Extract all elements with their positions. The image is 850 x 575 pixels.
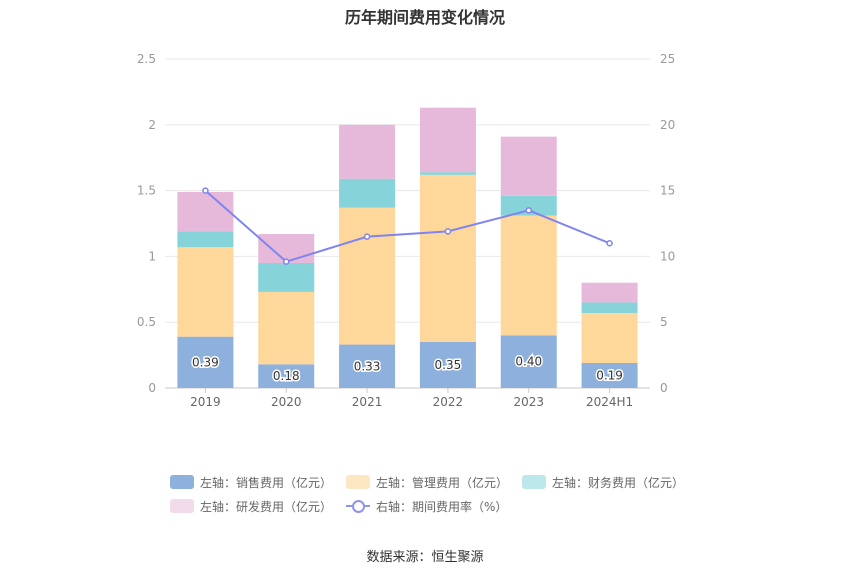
bar-segment bbox=[258, 291, 315, 365]
bar-value-labels: 0.39 0.18 0.33 0.35 0.40 0.19 bbox=[191, 353, 625, 384]
legend-row-1: 左轴：销售费用（亿元） 左轴：管理费用（亿元） 左轴：财务费用（亿元） bbox=[170, 470, 690, 494]
legend-swatch-admin bbox=[346, 475, 371, 489]
bar-segment bbox=[177, 336, 234, 388]
bar-segment bbox=[339, 207, 396, 345]
legend-item-rd[interactable]: 左轴：研发费用（亿元） bbox=[170, 498, 332, 515]
right-axis-tick-label: 20 bbox=[660, 118, 675, 132]
right-axis-ticks: 0 5 10 15 20 25 bbox=[660, 52, 675, 395]
left-axis-tick-label: 1.5 bbox=[137, 184, 156, 198]
bar-segment bbox=[177, 191, 234, 232]
bar-value-label: 0.19 bbox=[596, 368, 623, 382]
bar-segment bbox=[419, 172, 476, 175]
right-axis-tick-label: 25 bbox=[660, 52, 675, 66]
bar-segment bbox=[258, 234, 315, 263]
bar-segment bbox=[258, 262, 315, 292]
right-axis-tick-label: 15 bbox=[660, 184, 675, 198]
x-axis-tick-label: 2023 bbox=[513, 395, 544, 409]
rate-line bbox=[202, 187, 613, 265]
rate-line-point bbox=[606, 239, 613, 247]
legend-swatch-finance bbox=[522, 475, 547, 489]
bar-segment bbox=[500, 215, 557, 336]
rate-line-path bbox=[204, 189, 610, 263]
bar-segment bbox=[419, 174, 476, 342]
right-axis-tick-label: 0 bbox=[660, 381, 668, 395]
data-source: 数据来源：恒生聚源 bbox=[366, 550, 484, 565]
bar-segment bbox=[500, 136, 557, 196]
x-axis-tick-label: 2022 bbox=[433, 395, 464, 409]
left-axis-tick-label: 1 bbox=[148, 249, 156, 263]
x-axis-tick-label: 2019 bbox=[190, 395, 221, 409]
legend-line-marker-icon bbox=[346, 499, 371, 513]
left-axis-tick-label: 0 bbox=[148, 381, 156, 395]
x-axis-tick-label: 2020 bbox=[271, 395, 302, 409]
bar-value-label: 0.33 bbox=[354, 359, 381, 373]
rate-line-point bbox=[363, 233, 371, 240]
bar-segment bbox=[339, 178, 396, 208]
left-axis-tick-label: 2 bbox=[148, 118, 156, 132]
legend: 左轴：销售费用（亿元） 左轴：管理费用（亿元） 左轴：财务费用（亿元） 左轴：研… bbox=[170, 470, 690, 518]
rate-line-point bbox=[444, 228, 452, 235]
rate-line-point bbox=[202, 187, 209, 194]
bar-value-label: 0.40 bbox=[515, 355, 542, 369]
grid-lines bbox=[165, 58, 650, 389]
legend-item-finance[interactable]: 左轴：财务费用（亿元） bbox=[522, 474, 684, 491]
x-axis-tick-label: 2021 bbox=[352, 395, 383, 409]
bar-segment bbox=[339, 124, 396, 179]
right-axis-tick-label: 10 bbox=[660, 249, 675, 263]
bar-segment bbox=[419, 107, 476, 173]
bar-segment bbox=[581, 312, 638, 363]
legend-label-admin: 左轴：管理费用（亿元） bbox=[376, 475, 509, 490]
legend-label-sales: 左轴：销售费用（亿元） bbox=[200, 475, 333, 490]
bar-segment bbox=[581, 362, 638, 388]
legend-swatch-rd bbox=[170, 499, 194, 513]
bar-segment bbox=[258, 364, 315, 388]
bar-segment bbox=[581, 282, 638, 303]
bar-segment bbox=[500, 335, 557, 388]
legend-swatch-sales bbox=[170, 475, 194, 489]
stacked-bars bbox=[177, 107, 638, 388]
legend-item-rate[interactable]: 右轴：期间费用率（%） bbox=[346, 498, 507, 515]
bar-segment bbox=[177, 247, 234, 337]
legend-label-rd: 左轴：研发费用（亿元） bbox=[200, 499, 333, 514]
x-axis-tick-label: 2024H1 bbox=[586, 395, 633, 409]
bar-segment bbox=[419, 341, 476, 388]
rate-line-point bbox=[283, 258, 290, 265]
bar-segment bbox=[500, 195, 557, 216]
x-axis: 2019 2020 2021 2022 2023 2024H1 bbox=[190, 388, 633, 409]
right-axis-tick-label: 5 bbox=[660, 315, 668, 329]
chart-title: 历年期间费用变化情况 bbox=[344, 8, 505, 27]
left-axis-tick-label: 2.5 bbox=[137, 52, 156, 66]
legend-label-rate: 右轴：期间费用率（%） bbox=[376, 499, 508, 514]
left-axis-ticks: 0 0.5 1 1.5 2 2.5 bbox=[137, 52, 156, 395]
legend-row-2: 左轴：研发费用（亿元） 右轴：期间费用率（%） bbox=[170, 494, 690, 518]
left-axis-tick-label: 0.5 bbox=[137, 315, 156, 329]
chart-canvas: 0 0.5 1 1.5 2 2.5 0 5 10 15 20 25 2019 2020 2021 2022… bbox=[137, 52, 675, 409]
bar-value-label: 0.39 bbox=[192, 355, 219, 369]
bar-segment bbox=[581, 302, 638, 313]
bar-value-label: 0.35 bbox=[435, 358, 462, 372]
bar-segment bbox=[339, 344, 396, 388]
bar-segment bbox=[177, 231, 234, 248]
legend-item-admin[interactable]: 左轴：管理费用（亿元） bbox=[346, 474, 508, 491]
legend-label-finance: 左轴：财务费用（亿元） bbox=[552, 475, 685, 490]
legend-item-sales[interactable]: 左轴：销售费用（亿元） bbox=[170, 474, 332, 491]
bar-value-label: 0.18 bbox=[273, 369, 300, 383]
rate-line-point bbox=[525, 207, 532, 214]
